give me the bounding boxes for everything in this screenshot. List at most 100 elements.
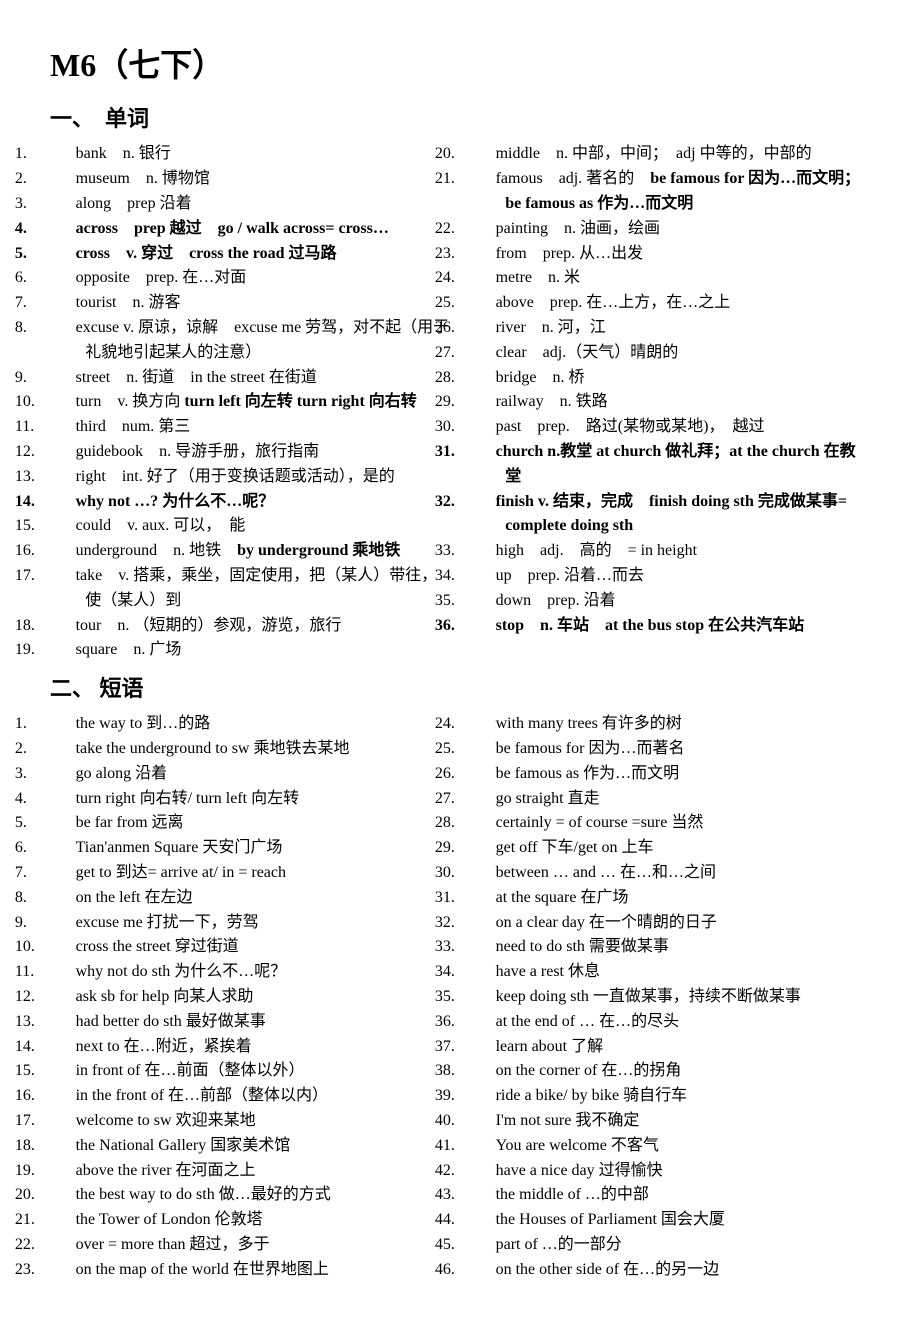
- section-phrase-heading: 二、 短语: [50, 671, 870, 706]
- item-text: certainly = of course =sure 当然: [496, 814, 704, 831]
- item-text: famous adj. 著名的 be famous for 因为…而文明； be…: [496, 170, 869, 212]
- item-number: 36.: [470, 614, 496, 639]
- phrase-item: 19.above the river 在河面之上: [50, 1159, 450, 1184]
- vocab-item: 36.stop n. 车站 at the bus stop 在公共汽车站: [470, 614, 870, 639]
- item-text: bridge n. 桥: [496, 369, 585, 386]
- item-number: 31.: [470, 440, 496, 465]
- vocab-col-right: 20.middle n. 中部，中间； adj 中等的，中部的21.famous…: [470, 142, 870, 663]
- item-number: 15.: [50, 1059, 76, 1084]
- phrase-item: 35.keep doing sth 一直做某事，持续不断做某事: [470, 985, 870, 1010]
- item-text: get to 到达= arrive at/ in = reach: [76, 864, 286, 881]
- phrase-columns: 1.the way to 到…的路2.take the underground …: [50, 712, 870, 1282]
- vocab-item: 6.opposite prep. 在…对面: [50, 266, 450, 291]
- item-text: church n.教堂 at church 做礼拜；at the church …: [496, 443, 856, 485]
- item-text: on the corner of 在…的拐角: [496, 1062, 682, 1079]
- item-number: 30.: [470, 861, 496, 886]
- item-text: be far from 远离: [76, 814, 184, 831]
- vocab-item: 20.middle n. 中部，中间； adj 中等的，中部的: [470, 142, 870, 167]
- vocab-item: 2.museum n. 博物馆: [50, 167, 450, 192]
- item-text: at the end of … 在…的尽头: [496, 1013, 680, 1030]
- phrase-item: 40.I'm not sure 我不确定: [470, 1109, 870, 1134]
- item-text: metre n. 米: [496, 269, 580, 286]
- item-number: 41.: [470, 1134, 496, 1159]
- item-text: turn v. 换方向 turn left 向左转 turn right 向右转: [76, 393, 417, 410]
- vocab-item: 10.turn v. 换方向 turn left 向左转 turn right …: [50, 390, 450, 415]
- item-text: bank n. 银行: [76, 145, 171, 162]
- item-number: 5.: [50, 811, 76, 836]
- item-number: 16.: [50, 1084, 76, 1109]
- item-number: 4.: [50, 787, 76, 812]
- phrase-item: 10.cross the street 穿过街道: [50, 935, 450, 960]
- phrase-item: 3.go along 沿着: [50, 762, 450, 787]
- item-text: I'm not sure 我不确定: [496, 1112, 640, 1129]
- item-text: why not do sth 为什么不…呢？: [76, 963, 287, 980]
- item-text: on the left 在左边: [76, 889, 193, 906]
- item-number: 15.: [50, 514, 76, 539]
- item-text: have a rest 休息: [496, 963, 600, 980]
- item-text: could v. aux. 可以， 能: [76, 517, 246, 534]
- vocab-item: 14.why not …? 为什么不…呢？: [50, 490, 450, 515]
- vocab-item: 24.metre n. 米: [470, 266, 870, 291]
- item-number: 29.: [470, 836, 496, 861]
- item-text: above the river 在河面之上: [76, 1162, 256, 1179]
- phrase-item: 1.the way to 到…的路: [50, 712, 450, 737]
- item-text: why not …? 为什么不…呢？: [76, 493, 275, 510]
- item-number: 17.: [50, 564, 76, 589]
- vocab-item: 34.up prep. 沿着…而去: [470, 564, 870, 589]
- vocab-item: 31.church n.教堂 at church 做礼拜；at the chur…: [470, 440, 870, 490]
- item-text: square n. 广场: [76, 641, 182, 658]
- page-title: M6（七下）: [50, 40, 870, 91]
- item-number: 39.: [470, 1084, 496, 1109]
- item-number: 33.: [470, 935, 496, 960]
- phrase-item: 39.ride a bike/ by bike 骑自行车: [470, 1084, 870, 1109]
- item-number: 6.: [50, 266, 76, 291]
- item-text: opposite prep. 在…对面: [76, 269, 247, 286]
- item-text: You are welcome 不客气: [496, 1137, 659, 1154]
- item-text: stop n. 车站 at the bus stop 在公共汽车站: [496, 617, 805, 634]
- item-number: 21.: [470, 167, 496, 192]
- item-number: 24.: [470, 266, 496, 291]
- phrase-item: 20.the best way to do sth 做…最好的方式: [50, 1183, 450, 1208]
- item-text: ask sb for help 向某人求助: [76, 988, 254, 1005]
- phrase-item: 33.need to do sth 需要做某事: [470, 935, 870, 960]
- phrase-item: 12.ask sb for help 向某人求助: [50, 985, 450, 1010]
- item-text: along prep 沿着: [76, 195, 192, 212]
- item-number: 35.: [470, 589, 496, 614]
- item-number: 22.: [50, 1233, 76, 1258]
- phrase-item: 30.between … and … 在…和…之间: [470, 861, 870, 886]
- vocab-item: 35.down prep. 沿着: [470, 589, 870, 614]
- item-text: be famous as 作为…而文明: [496, 765, 680, 782]
- item-text: above prep. 在…上方，在…之上: [496, 294, 731, 311]
- item-text: go along 沿着: [76, 765, 168, 782]
- phrase-item: 17.welcome to sw 欢迎来某地: [50, 1109, 450, 1134]
- item-number: 42.: [470, 1159, 496, 1184]
- vocab-item: 13.right int. 好了（用于变换话题或活动），是的: [50, 465, 450, 490]
- item-number: 34.: [470, 960, 496, 985]
- vocab-item: 17.take v. 搭乘，乘坐，固定使用，把（某人）带往，使（某人）到: [50, 564, 450, 614]
- item-text: excuse me 打扰一下，劳驾: [76, 914, 259, 931]
- phrase-list-right: 24.with many trees 有许多的树25.be famous for…: [470, 712, 870, 1282]
- item-text: keep doing sth 一直做某事，持续不断做某事: [496, 988, 801, 1005]
- item-text: the best way to do sth 做…最好的方式: [76, 1186, 331, 1203]
- item-number: 1.: [50, 142, 76, 167]
- item-text: high adj. 高的 = in height: [496, 542, 697, 559]
- item-number: 2.: [50, 737, 76, 762]
- item-text: right int. 好了（用于变换话题或活动），是的: [76, 468, 395, 485]
- phrase-item: 43.the middle of …的中部: [470, 1183, 870, 1208]
- vocab-item: 25.above prep. 在…上方，在…之上: [470, 291, 870, 316]
- phrase-item: 46.on the other side of 在…的另一边: [470, 1258, 870, 1283]
- item-text: over = more than 超过，多于: [76, 1236, 270, 1253]
- phrase-item: 16.in the front of 在…前部（整体以内）: [50, 1084, 450, 1109]
- phrase-item: 13.had better do sth 最好做某事: [50, 1010, 450, 1035]
- phrase-list-left: 1.the way to 到…的路2.take the underground …: [50, 712, 450, 1282]
- item-text: on the other side of 在…的另一边: [496, 1261, 720, 1278]
- item-number: 31.: [470, 886, 496, 911]
- phrase-item: 18.the National Gallery 国家美术馆: [50, 1134, 450, 1159]
- item-number: 11.: [50, 415, 76, 440]
- item-number: 27.: [470, 341, 496, 366]
- item-text: be famous for 因为…而著名: [496, 740, 685, 757]
- item-number: 26.: [470, 316, 496, 341]
- item-number: 20.: [470, 142, 496, 167]
- item-text: between … and … 在…和…之间: [496, 864, 716, 881]
- item-number: 14.: [50, 490, 76, 515]
